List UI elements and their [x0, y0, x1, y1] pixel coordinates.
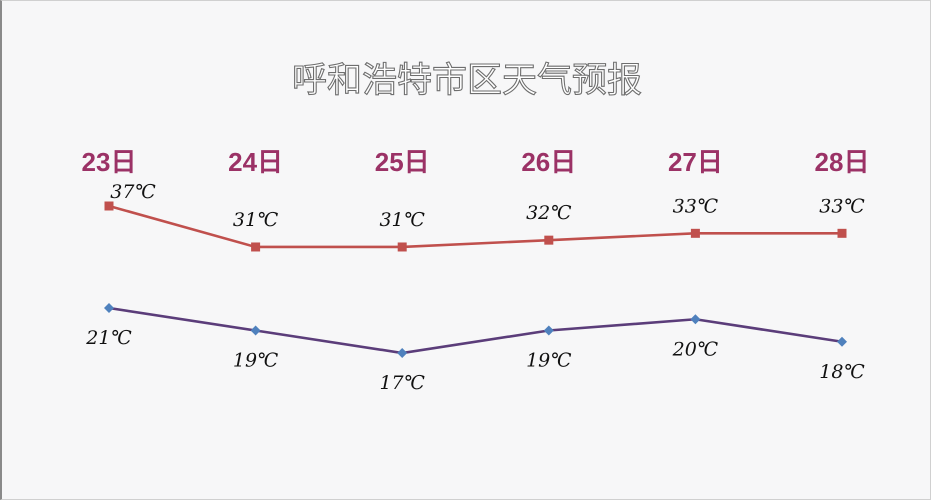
low-temp-label: 17℃: [379, 372, 424, 394]
low-temp-label: 18℃: [819, 361, 864, 383]
low-temp-point: [397, 348, 408, 358]
low-temp-point: [543, 325, 554, 336]
low-temp-label: 21℃: [85, 327, 131, 349]
date-label: 27日: [668, 147, 723, 177]
high-temp-label: 33℃: [819, 195, 864, 217]
high-temp-label: 33℃: [673, 195, 718, 217]
high-temp-point: [251, 242, 261, 252]
high-temp-line: [108, 204, 842, 249]
low-temp-line: [108, 306, 843, 355]
high-temp-point: [397, 242, 407, 252]
high-temp-label: 31℃: [379, 209, 424, 231]
low-temp-point: [250, 325, 261, 336]
chart-title: 呼和浩特市区天气预报: [292, 61, 642, 101]
date-label: 24日: [228, 147, 283, 177]
date-label: 26日: [521, 147, 576, 177]
high-temp-point: [837, 228, 847, 238]
high-temp-label: 32℃: [526, 202, 571, 224]
high-temp-point: [690, 228, 700, 238]
low-temp-label: 19℃: [233, 350, 278, 372]
low-temp-point: [104, 303, 114, 313]
date-label: 25日: [375, 147, 430, 177]
high-temp-label: 37℃: [110, 181, 155, 203]
date-label: 23日: [82, 147, 137, 177]
date-label: 28日: [815, 147, 870, 177]
low-temp-label: 20℃: [672, 338, 718, 360]
high-temp-point: [544, 235, 554, 245]
low-temp-label: 19℃: [526, 350, 571, 372]
low-temp-point: [690, 314, 701, 325]
low-temp-point: [837, 336, 847, 347]
high-temp-label: 31℃: [233, 209, 278, 231]
high-temp-point: [104, 201, 114, 211]
